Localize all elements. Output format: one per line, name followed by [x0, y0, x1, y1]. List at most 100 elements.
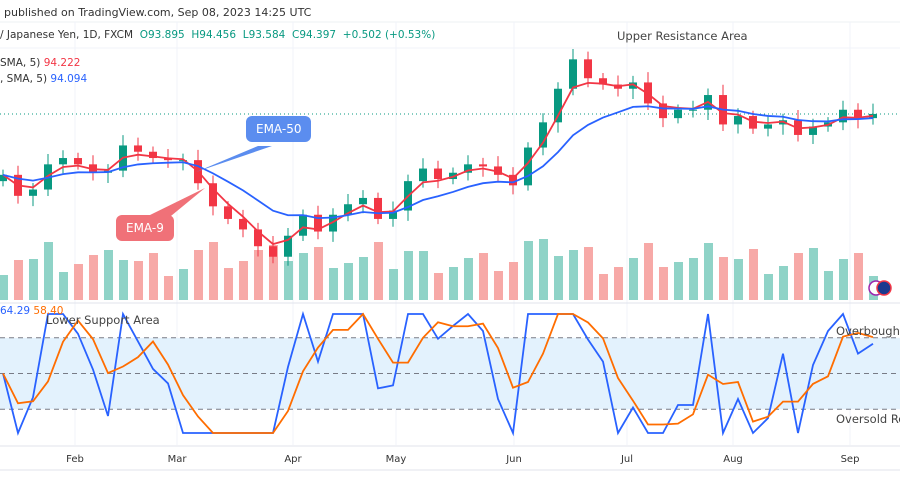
candle-body	[599, 78, 607, 85]
candle-body	[0, 174, 7, 182]
ema9-label: SMA, 5)	[0, 57, 41, 69]
candle-body	[299, 214, 307, 236]
volume-bar	[44, 242, 53, 300]
volume-bar	[134, 261, 143, 300]
candle-body	[224, 206, 232, 219]
candle-body	[569, 59, 577, 89]
ema9-legend[interactable]: SMA, 5) 94.222	[0, 57, 80, 69]
volume-bar	[29, 259, 38, 300]
volume-bar	[614, 267, 623, 300]
candle-body	[734, 116, 742, 125]
stoch-k-value: 64.29	[0, 305, 31, 317]
candle-body	[509, 174, 517, 186]
ema50-callout: EMA-50	[246, 116, 312, 142]
candle-body	[209, 183, 217, 207]
volume-bar	[59, 272, 68, 300]
volume-bar	[689, 258, 698, 300]
candle-body	[149, 151, 157, 159]
candle-body	[659, 103, 667, 119]
volume-bar	[449, 267, 458, 300]
volume-bar	[809, 248, 818, 300]
volume-bar	[584, 247, 593, 300]
candle-body	[74, 158, 82, 165]
overbought-label: Overbought	[836, 324, 900, 338]
volume-bar	[344, 263, 353, 300]
x-tick-label: May	[385, 454, 407, 465]
close-value: C94.397	[292, 29, 337, 41]
candle-body	[389, 210, 397, 219]
candle-body	[59, 158, 67, 165]
ema50-line	[2, 105, 874, 220]
volume-bar	[464, 258, 473, 300]
volume-bar	[644, 243, 653, 300]
volume-bar	[254, 250, 263, 300]
volume-bar	[299, 253, 308, 300]
candle-body	[554, 88, 562, 123]
candle-body	[134, 145, 142, 152]
high-value: H94.456	[191, 29, 237, 41]
volume-bar	[239, 261, 248, 300]
candle-body	[524, 147, 532, 186]
ema9-callout: EMA-9	[116, 215, 174, 241]
volume-bar	[779, 266, 788, 300]
volume-bar	[524, 241, 533, 300]
x-tick-label: Jul	[620, 454, 634, 465]
x-tick-label: Mar	[167, 454, 187, 465]
volume-bar	[824, 271, 833, 300]
ema50-legend[interactable]: , SMA, 5) 94.094	[0, 73, 87, 85]
volume-bar	[569, 250, 578, 300]
volume-bar	[794, 253, 803, 300]
x-tick-label: Feb	[66, 454, 84, 465]
volume-bar	[74, 264, 83, 300]
candle-body	[269, 246, 277, 257]
volume-bar	[194, 250, 203, 300]
change-value: +0.502 (+0.53%)	[342, 29, 436, 41]
volume-bar	[314, 247, 323, 300]
stoch-legend[interactable]: 64.29 58.40	[0, 305, 63, 317]
published-caption: published on TradingView.com, Sep 08, 20…	[4, 6, 312, 19]
volume-bar	[0, 275, 8, 300]
candle-body	[344, 204, 352, 215]
candle-body	[359, 197, 367, 205]
candle-body	[254, 229, 262, 247]
upper-resistance-label: Upper Resistance Area	[617, 29, 748, 43]
volume-bar	[359, 257, 368, 300]
volume-bar	[839, 259, 848, 300]
volume-bar	[854, 253, 863, 300]
volume-bar	[284, 261, 293, 300]
lower-support-label: Lower Support Area	[46, 313, 160, 327]
candle-body	[284, 235, 292, 257]
volume-bar	[104, 250, 113, 300]
volume-bar	[434, 273, 443, 300]
volume-bar	[509, 262, 518, 300]
candle-body	[689, 109, 697, 111]
candle-body	[419, 168, 427, 182]
x-tick-label: Jun	[506, 454, 522, 465]
ema9-value: 94.222	[43, 57, 81, 69]
ema9-line	[2, 81, 874, 246]
volume-bar	[554, 256, 563, 300]
candle-body	[239, 218, 247, 230]
candle-body	[809, 126, 817, 135]
volume-bar	[269, 245, 278, 300]
ema50-value: 94.094	[50, 73, 88, 85]
open-value: O93.895	[139, 29, 185, 41]
candle-body	[314, 214, 322, 232]
candle-body	[479, 164, 487, 167]
volume-bar	[224, 268, 233, 300]
stoch-d-line	[2, 312, 874, 434]
candle-body	[179, 160, 187, 162]
candle-body	[494, 166, 502, 175]
volume-bar	[209, 242, 218, 300]
ema50-callout-pointer	[196, 146, 272, 172]
volume-bar	[539, 239, 548, 300]
candle-body	[674, 109, 682, 119]
volume-bar	[494, 271, 503, 300]
candle-body	[539, 122, 547, 148]
volume-bar	[734, 259, 743, 300]
candle-body	[854, 109, 862, 119]
candle-body	[464, 164, 472, 173]
oversold-label: Oversold Reg	[836, 412, 900, 426]
volume-bar	[329, 268, 338, 300]
